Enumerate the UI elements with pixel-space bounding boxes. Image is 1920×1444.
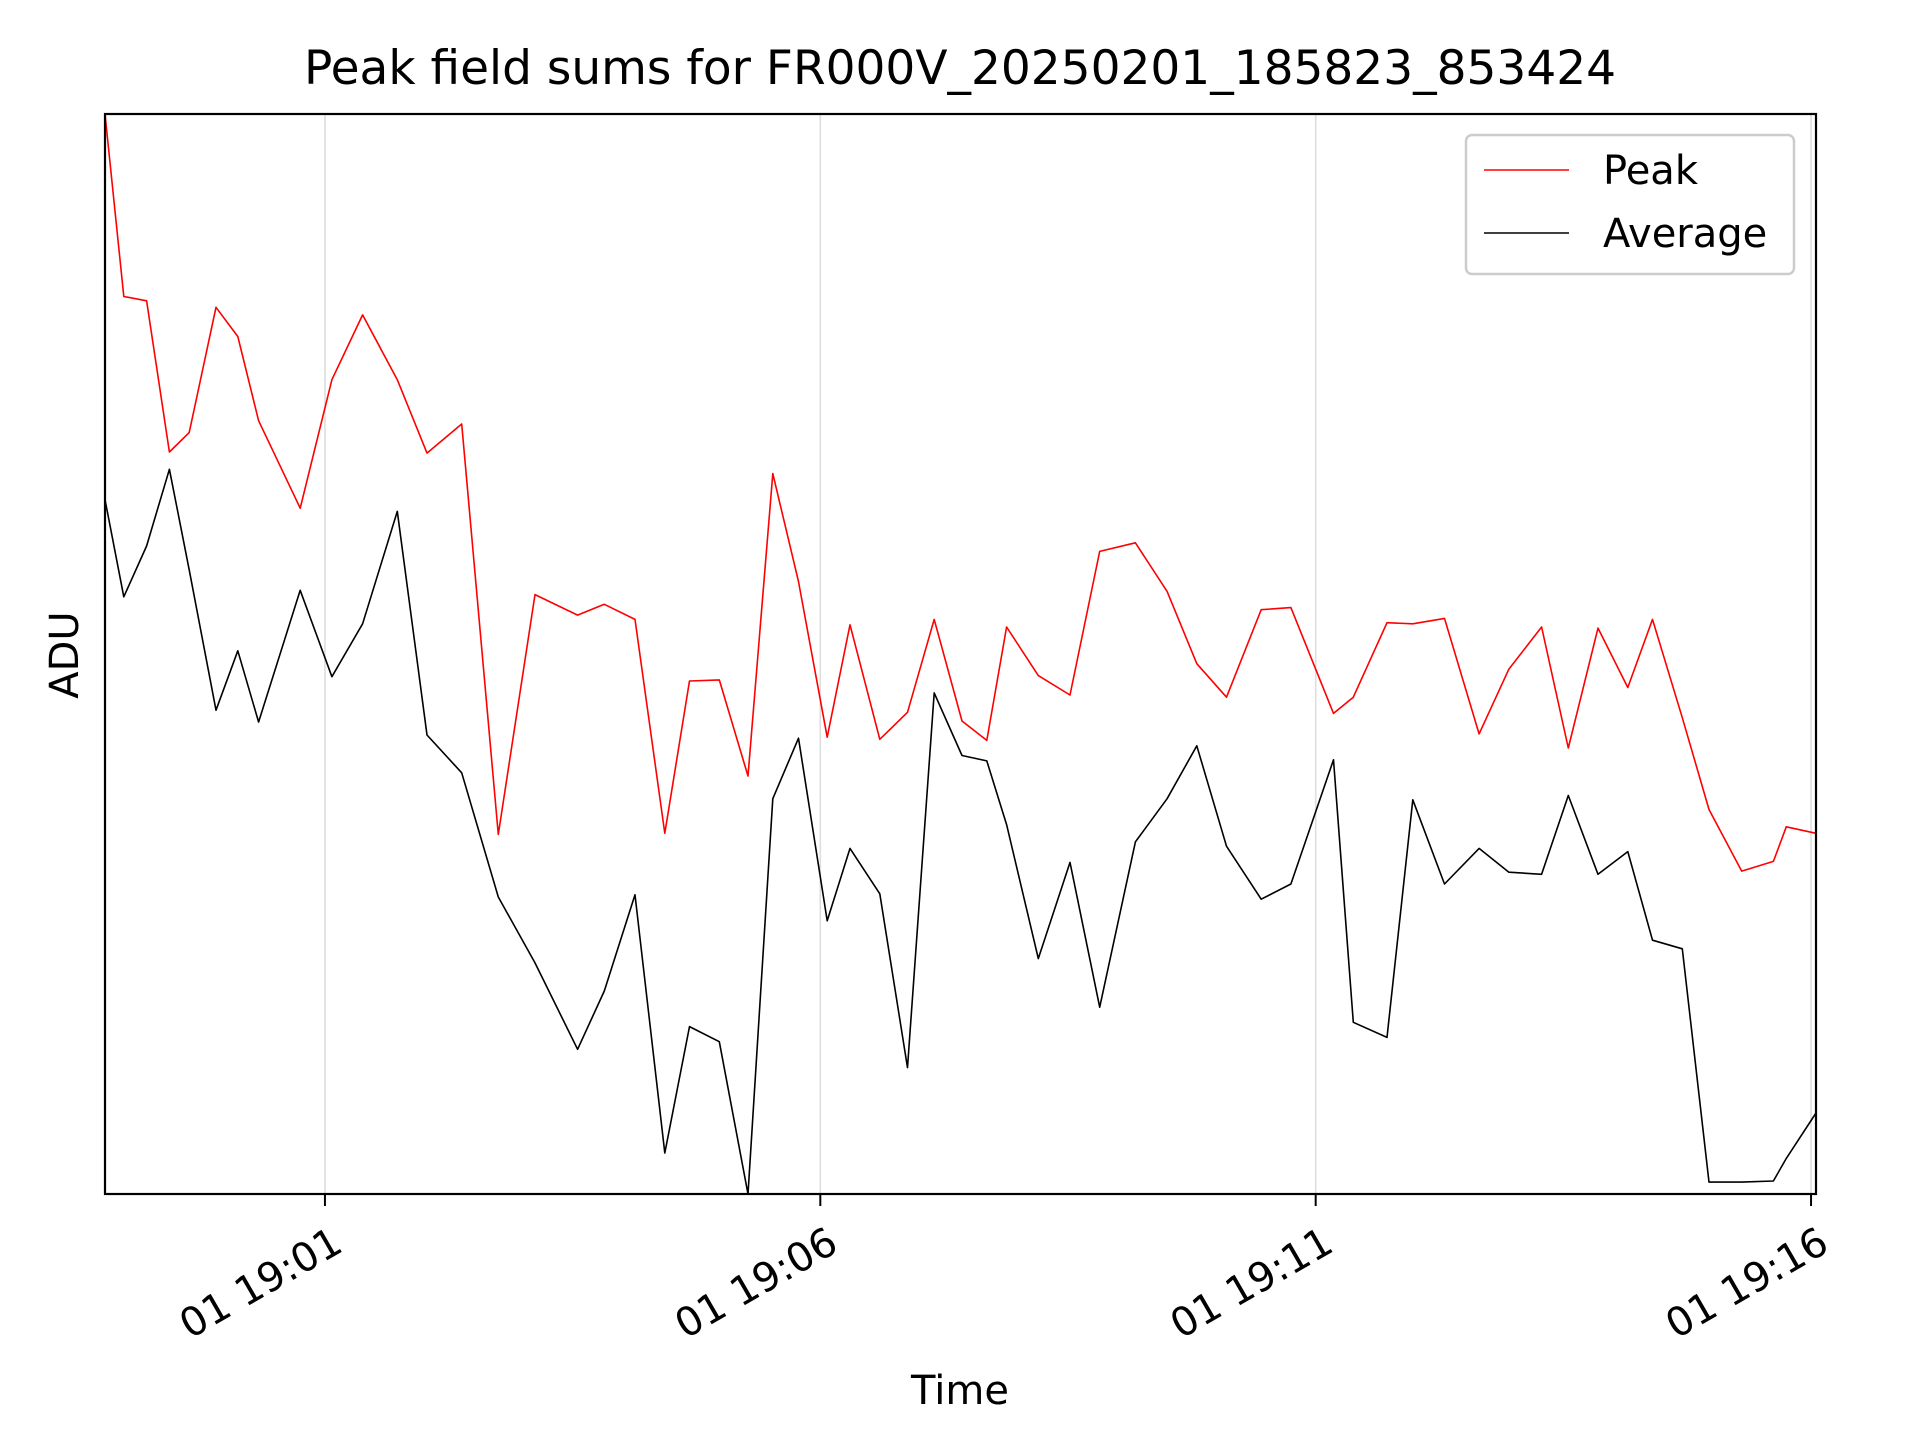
legend-label-average: Average: [1603, 211, 1767, 257]
grid-lines: [324, 114, 1812, 1194]
series-line-peak: [104, 113, 1817, 872]
plot-frame: [103, 112, 1818, 1196]
x-axis-label: Time: [910, 1368, 1009, 1414]
legend: Peak Average: [1464, 133, 1796, 276]
series-layer: [104, 113, 1817, 1195]
chart-title: Peak field sums for FR000V_20250201_1858…: [304, 41, 1616, 96]
legend-label-peak: Peak: [1603, 148, 1699, 194]
series-line-average: [104, 468, 1817, 1195]
y-axis-label: ADU: [42, 611, 88, 698]
